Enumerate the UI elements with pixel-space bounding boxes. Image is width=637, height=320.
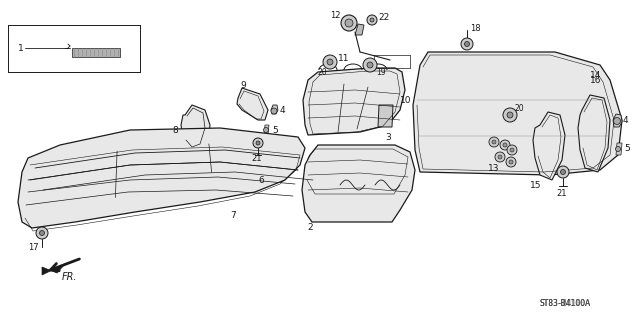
- Text: ST83-B4100A: ST83-B4100A: [540, 299, 591, 308]
- Circle shape: [264, 127, 269, 132]
- Polygon shape: [378, 105, 393, 127]
- Text: 20: 20: [318, 68, 327, 76]
- Circle shape: [506, 157, 516, 167]
- Polygon shape: [264, 125, 269, 135]
- Text: 5: 5: [624, 143, 630, 153]
- Circle shape: [495, 152, 505, 162]
- Polygon shape: [355, 24, 364, 35]
- Circle shape: [370, 18, 374, 22]
- Polygon shape: [616, 143, 622, 155]
- Circle shape: [253, 138, 263, 148]
- Circle shape: [363, 58, 377, 72]
- Circle shape: [345, 19, 353, 27]
- Circle shape: [323, 55, 337, 69]
- Polygon shape: [72, 48, 120, 57]
- Text: 22: 22: [378, 12, 389, 21]
- Text: 2: 2: [307, 223, 313, 233]
- Polygon shape: [181, 105, 210, 155]
- Text: FR.: FR.: [62, 272, 78, 282]
- Circle shape: [561, 170, 566, 174]
- Polygon shape: [613, 114, 622, 127]
- Circle shape: [492, 140, 496, 144]
- Circle shape: [271, 108, 277, 114]
- Text: 21: 21: [251, 154, 262, 163]
- Polygon shape: [578, 95, 610, 172]
- Text: ST83-B4100A: ST83-B4100A: [540, 299, 591, 308]
- Circle shape: [367, 15, 377, 25]
- Text: 13: 13: [488, 164, 499, 172]
- Circle shape: [510, 148, 514, 152]
- Text: 10: 10: [400, 95, 412, 105]
- Circle shape: [507, 112, 513, 118]
- Text: 8: 8: [172, 125, 178, 134]
- Circle shape: [509, 160, 513, 164]
- Text: 11: 11: [338, 53, 350, 62]
- Circle shape: [327, 59, 333, 65]
- Circle shape: [461, 38, 473, 50]
- Text: 4: 4: [280, 106, 285, 115]
- Text: 6: 6: [258, 175, 264, 185]
- Polygon shape: [271, 105, 278, 114]
- Circle shape: [503, 108, 517, 122]
- Circle shape: [256, 141, 260, 145]
- Text: 4: 4: [623, 116, 629, 124]
- Polygon shape: [533, 112, 565, 180]
- Text: 12: 12: [330, 11, 341, 20]
- Text: 21: 21: [556, 189, 566, 198]
- Circle shape: [367, 62, 373, 68]
- Circle shape: [500, 140, 510, 150]
- Polygon shape: [18, 128, 305, 228]
- Circle shape: [36, 227, 48, 239]
- Text: 3: 3: [385, 132, 390, 141]
- Circle shape: [341, 15, 357, 31]
- Circle shape: [464, 42, 469, 46]
- Text: 16: 16: [590, 76, 601, 84]
- Polygon shape: [303, 68, 405, 135]
- Circle shape: [503, 143, 507, 147]
- Text: 18: 18: [470, 23, 481, 33]
- Circle shape: [39, 230, 45, 236]
- Polygon shape: [237, 88, 268, 120]
- Text: 5: 5: [272, 125, 278, 134]
- Text: 7: 7: [230, 211, 236, 220]
- Circle shape: [615, 147, 620, 151]
- Text: 19: 19: [376, 68, 385, 76]
- Circle shape: [557, 166, 569, 178]
- Polygon shape: [302, 145, 415, 222]
- Text: 1: 1: [18, 44, 24, 52]
- Text: 15: 15: [530, 180, 541, 189]
- Circle shape: [613, 117, 620, 124]
- Polygon shape: [42, 264, 65, 275]
- Text: 20: 20: [515, 103, 525, 113]
- Polygon shape: [413, 52, 622, 175]
- Circle shape: [507, 145, 517, 155]
- Text: 17: 17: [28, 244, 39, 252]
- Text: 14: 14: [590, 70, 601, 79]
- Circle shape: [489, 137, 499, 147]
- Circle shape: [498, 155, 502, 159]
- Text: 9: 9: [240, 81, 246, 90]
